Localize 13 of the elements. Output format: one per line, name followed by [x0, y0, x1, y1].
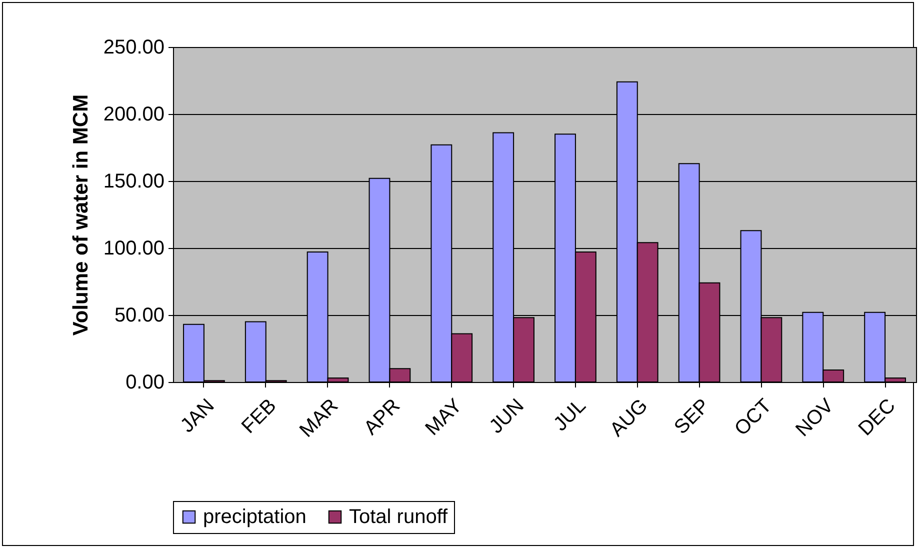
- y-tick-label: 100.00: [103, 238, 164, 260]
- legend-label: Total runoff: [349, 506, 448, 528]
- x-tick-label: JAN: [176, 394, 219, 438]
- x-tick-label: FEB: [238, 394, 281, 438]
- y-axis-title: Volume of water in MCM: [69, 94, 92, 336]
- x-tick-label: SEP: [670, 394, 714, 439]
- y-tick-label: 250.00: [103, 36, 164, 58]
- x-tick-label: JUL: [550, 394, 590, 436]
- y-tick-label: 50.00: [114, 304, 164, 326]
- y-tick-label: 200.00: [103, 104, 164, 126]
- legend-label: preciptation: [203, 506, 306, 528]
- y-tick-label: 150.00: [103, 170, 164, 192]
- y-tick-label: 0.00: [126, 372, 164, 394]
